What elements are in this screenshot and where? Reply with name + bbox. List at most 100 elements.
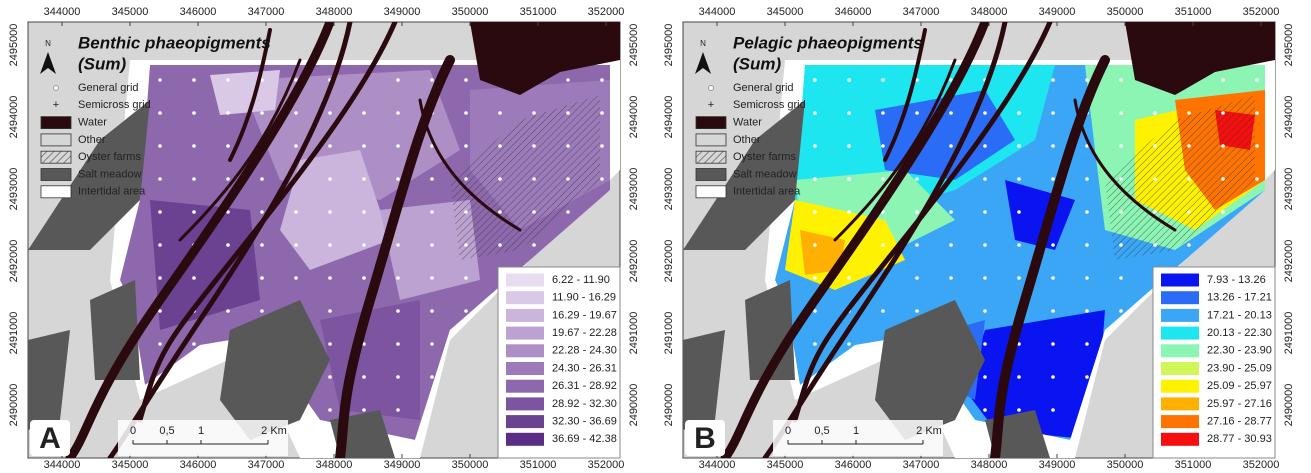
y-coordinate-label: 2491000 xyxy=(628,312,640,355)
x-coordinate-label: 351000 xyxy=(520,459,557,471)
grid-point xyxy=(915,177,919,181)
class-label: 22.28 - 24.30 xyxy=(552,345,617,357)
x-coordinate-label: 352000 xyxy=(1243,459,1280,471)
class-swatch xyxy=(506,274,544,287)
legend-swatch xyxy=(696,186,726,198)
y-coordinate-label: 2492000 xyxy=(8,240,20,283)
class-swatch xyxy=(506,344,544,357)
class-swatch xyxy=(1161,274,1199,287)
grid-point xyxy=(192,111,196,115)
y-coordinate-label: 2490000 xyxy=(8,384,20,427)
grid-point xyxy=(1221,177,1225,181)
grid-point xyxy=(158,144,162,148)
class-label: 26.31 - 28.92 xyxy=(552,380,617,392)
legend-label: Salt meadow xyxy=(78,168,142,180)
grid-point xyxy=(362,111,366,115)
grid-point xyxy=(1051,408,1055,412)
y-coordinate-label: 2494000 xyxy=(663,96,675,139)
legend-label: General grid xyxy=(78,82,139,94)
grid-point xyxy=(192,78,196,82)
grid-point xyxy=(983,342,987,346)
grid-point xyxy=(1119,177,1123,181)
grid-point xyxy=(915,276,919,280)
grid-point xyxy=(192,210,196,214)
grid-point xyxy=(1051,243,1055,247)
x-coordinate-label: 345000 xyxy=(112,6,149,18)
grid-point xyxy=(1187,144,1191,148)
grid-point xyxy=(983,309,987,313)
class-swatch xyxy=(506,291,544,304)
grid-point xyxy=(226,243,230,247)
grid-point xyxy=(328,144,332,148)
grid-point xyxy=(498,210,502,214)
legend-label: Water xyxy=(78,117,107,129)
grid-point xyxy=(328,243,332,247)
y-coordinate-label: 2491000 xyxy=(1283,312,1295,355)
grid-point xyxy=(226,78,230,82)
class-swatch xyxy=(1161,309,1199,322)
grid-point xyxy=(1017,144,1021,148)
class-label: 19.67 - 22.28 xyxy=(552,327,617,339)
grid-point xyxy=(464,276,468,280)
class-swatch xyxy=(1161,380,1199,393)
grid-point xyxy=(813,111,817,115)
grid-point xyxy=(1187,210,1191,214)
grid-point xyxy=(1051,177,1055,181)
grid-point xyxy=(949,243,953,247)
x-coordinate-label: 349000 xyxy=(1039,459,1076,471)
grid-point xyxy=(396,144,400,148)
map-panel: 3440003440003450003450003460003460003470… xyxy=(663,6,1295,471)
grid-point xyxy=(430,177,434,181)
grid-point xyxy=(362,408,366,412)
panel-title: Benthic phaeopigments xyxy=(78,33,271,52)
class-label: 6.22 - 11.90 xyxy=(552,274,610,286)
grid-point xyxy=(532,144,536,148)
grid-point xyxy=(1017,408,1021,412)
class-label: 11.90 - 16.29 xyxy=(552,292,616,304)
grid-point xyxy=(1119,78,1123,82)
legend-label: Semicross grid xyxy=(78,99,151,111)
grid-point xyxy=(881,309,885,313)
grid-point xyxy=(1255,144,1259,148)
grid-point xyxy=(983,243,987,247)
grid-point xyxy=(1051,78,1055,82)
grid-point xyxy=(600,111,604,115)
grid-point xyxy=(294,276,298,280)
scale-label: 1 xyxy=(198,425,204,437)
x-coordinate-label: 344000 xyxy=(699,459,736,471)
class-swatch xyxy=(506,380,544,393)
panel-letter: A xyxy=(39,422,61,455)
grid-point xyxy=(158,78,162,82)
grid-point xyxy=(1255,78,1259,82)
grid-point xyxy=(983,177,987,181)
grid-point xyxy=(1051,111,1055,115)
legend-label: General grid xyxy=(733,82,794,94)
grid-point xyxy=(1051,276,1055,280)
grid-point xyxy=(532,243,536,247)
grid-point xyxy=(464,177,468,181)
grid-point xyxy=(1221,111,1225,115)
y-coordinate-label: 2495000 xyxy=(8,24,20,67)
grid-point xyxy=(813,276,817,280)
legend-label: Intertidal area xyxy=(733,186,801,198)
grid-point xyxy=(1119,243,1123,247)
grid-point xyxy=(915,243,919,247)
class-label: 7.93 - 13.26 xyxy=(1207,274,1266,286)
y-coordinate-label: 2495000 xyxy=(628,24,640,67)
class-swatch xyxy=(1161,291,1199,304)
class-swatch xyxy=(506,415,544,428)
grid-point xyxy=(881,111,885,115)
legend-symbol: + xyxy=(53,99,59,111)
class-label: 22.30 - 23.90 xyxy=(1207,345,1272,357)
grid-point xyxy=(158,342,162,346)
grid-point xyxy=(813,78,817,82)
grid-point xyxy=(464,243,468,247)
grid-point xyxy=(1153,243,1157,247)
grid-point xyxy=(1017,111,1021,115)
grid-point xyxy=(362,210,366,214)
field-zone xyxy=(210,70,280,115)
map-panel: 3440003440003450003450003460003460003470… xyxy=(8,6,640,471)
grid-point xyxy=(192,144,196,148)
class-label: 13.26 - 17.21 xyxy=(1207,292,1272,304)
x-coordinate-label: 346000 xyxy=(180,459,217,471)
